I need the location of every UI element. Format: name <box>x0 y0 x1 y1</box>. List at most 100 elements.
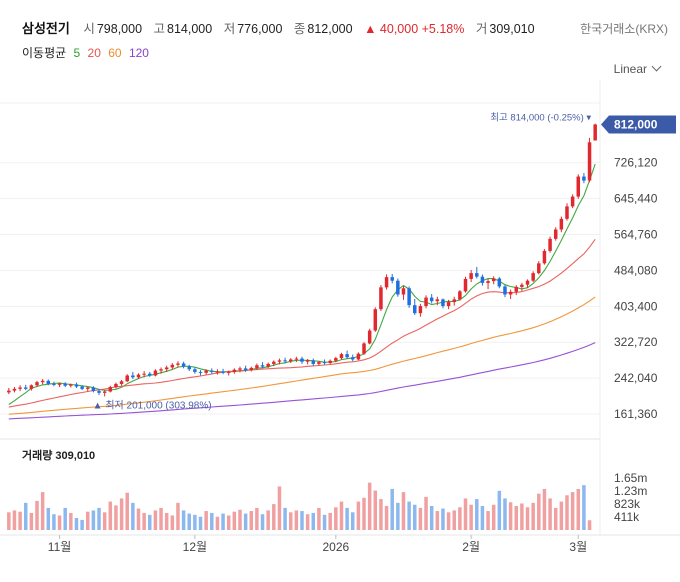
candle-body <box>553 229 558 239</box>
volume-bar <box>142 512 146 530</box>
scale-selector[interactable]: Linear <box>614 61 662 76</box>
candle-body <box>379 287 383 310</box>
volume-bar <box>339 501 344 530</box>
ma-line-120 <box>8 342 596 420</box>
open-label: 시 <box>83 22 95 36</box>
volume-bar <box>322 514 327 530</box>
volume-bar <box>74 518 79 530</box>
candle-body <box>559 218 564 230</box>
ma-5[interactable]: 5 <box>73 46 81 60</box>
candle-body <box>441 299 445 307</box>
candles <box>7 123 597 397</box>
volume-bar <box>475 499 479 530</box>
candle-body <box>12 388 17 391</box>
volume-bar <box>345 507 349 530</box>
volume-bar <box>334 507 338 530</box>
candle-body <box>576 176 581 197</box>
ma-line-5 <box>8 163 596 405</box>
volume-bar <box>294 510 299 530</box>
volume-bar <box>23 502 28 530</box>
volume-bar <box>463 498 468 530</box>
candle-body <box>508 291 513 295</box>
volume-bar <box>198 516 203 530</box>
candle-body <box>232 369 237 372</box>
ma-20[interactable]: 20 <box>87 46 101 60</box>
volume-bar <box>238 509 242 530</box>
volume-bar <box>119 498 124 530</box>
volume-bar <box>559 501 564 530</box>
time-tick-label: 3월 <box>569 540 587 554</box>
price-tick-label: 322,720 <box>614 335 658 349</box>
volume-bar <box>52 514 56 530</box>
candle-body <box>396 280 400 295</box>
volume-bar <box>181 510 186 530</box>
volume-bar <box>390 488 394 530</box>
volume-bar <box>288 512 293 530</box>
volume-bar <box>305 514 310 530</box>
volume-bar <box>300 511 304 530</box>
volume-bar <box>18 511 22 530</box>
candle-body <box>542 250 547 264</box>
candle-body <box>7 390 11 393</box>
volume-bar <box>418 507 423 530</box>
volume-bar <box>520 503 524 530</box>
candle-body <box>18 387 22 389</box>
volume-tick-label: 823k <box>614 497 641 511</box>
candle-body <box>345 354 349 358</box>
stock-name: 삼성전기 <box>22 21 70 36</box>
volume-bar <box>373 490 378 530</box>
candle-body <box>210 370 214 372</box>
price-axis-labels: 161,360 242,040 322,720 403,400 484,080 564,7… <box>614 156 658 421</box>
volume-bar <box>429 506 434 530</box>
ma-120[interactable]: 120 <box>128 46 149 60</box>
candle-body <box>305 360 310 362</box>
candle-body <box>283 360 287 362</box>
volume-bar <box>255 507 259 530</box>
candle-body <box>221 371 225 373</box>
volume-bar <box>97 507 101 530</box>
candle-body <box>187 366 191 370</box>
candle-body <box>288 359 293 362</box>
annotations: 최고 814,000 (-0.25%) ▾ ▲ 최저 201,000 (303.9… <box>93 113 676 411</box>
volume-bar <box>328 512 332 530</box>
ma-60[interactable]: 60 <box>108 46 122 60</box>
candle-body <box>384 277 389 288</box>
volume-bar <box>565 495 569 530</box>
volume-bar <box>187 513 191 530</box>
volume-bar <box>221 513 225 530</box>
candle-body <box>582 176 586 181</box>
moving-average-lines <box>8 163 596 420</box>
volume-bar <box>277 486 282 530</box>
open-value: 798,000 <box>96 22 143 36</box>
volume-bar <box>80 519 84 530</box>
candle-body <box>469 273 473 279</box>
low-value: 776,000 <box>237 22 283 36</box>
volume-bar <box>114 505 118 530</box>
candle-body <box>80 386 84 389</box>
volume-bar <box>232 511 237 530</box>
volume-bar <box>491 504 496 530</box>
candle-body <box>435 299 440 302</box>
volume-bar <box>46 507 51 530</box>
candle-body <box>311 360 316 364</box>
price-tick-label: 161,360 <box>614 407 658 421</box>
volume-bar <box>407 501 411 530</box>
candle-body <box>587 142 592 181</box>
volume-tick-label: 1.23m <box>614 484 647 498</box>
high-value: 814,000 <box>167 22 213 36</box>
close-label: 종 <box>293 22 306 36</box>
candle-body <box>159 369 163 371</box>
volume-bar <box>136 508 141 530</box>
volume-bar <box>170 515 175 530</box>
volume-bar <box>508 502 513 530</box>
volume-bar <box>29 512 34 530</box>
volume-bar <box>86 511 90 530</box>
volume-bar <box>108 501 113 530</box>
volume-label: 거 <box>475 22 488 36</box>
candle-body <box>260 365 265 367</box>
candle-body <box>238 368 242 370</box>
candle-body <box>255 365 259 368</box>
candle-body <box>463 278 468 292</box>
